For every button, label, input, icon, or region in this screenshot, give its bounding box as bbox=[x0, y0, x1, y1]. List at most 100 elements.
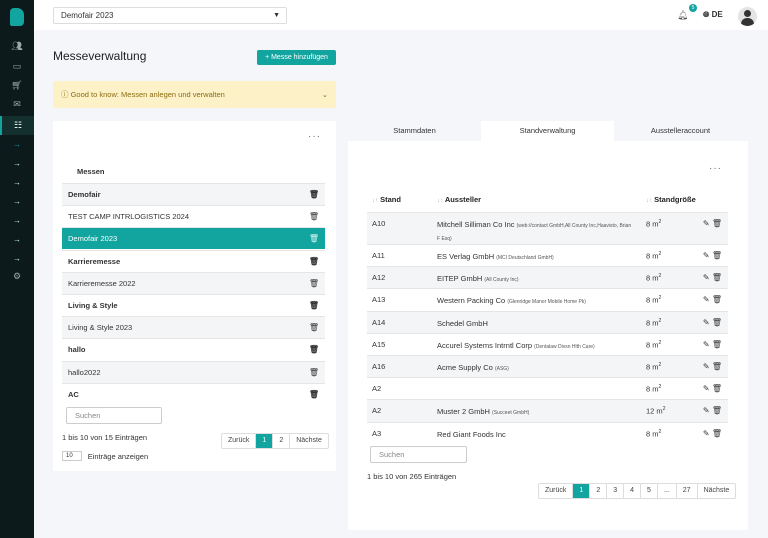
edit-icon[interactable]: ✎ bbox=[702, 339, 710, 349]
edit-icon[interactable]: ✎ bbox=[702, 428, 710, 438]
trash-icon[interactable]: 🗑︎ bbox=[711, 317, 722, 327]
page-button[interactable]: Nächste bbox=[703, 487, 730, 494]
trash-icon[interactable]: 🗑︎ bbox=[711, 362, 722, 371]
sub-arrow-icon[interactable]: → bbox=[13, 177, 21, 187]
trash-icon[interactable]: 🗑︎ bbox=[711, 406, 722, 416]
trash-icon[interactable]: 🗑︎ bbox=[711, 295, 722, 305]
sliders-icon[interactable]: ☷ bbox=[0, 116, 34, 135]
trash-icon[interactable]: 🗑︎ bbox=[711, 273, 722, 283]
column-header-stand[interactable]: ↓↑ Stand bbox=[372, 195, 401, 204]
edit-icon[interactable]: ✎ bbox=[702, 384, 710, 394]
page-button[interactable]: 1 bbox=[573, 484, 591, 498]
stand-row[interactable]: A11 ES Verlag GmbH (MCI Deutschland GmbH… bbox=[367, 244, 728, 266]
messen-search-input[interactable]: Suchen bbox=[66, 407, 162, 424]
trash-icon[interactable]: 🗑︎ bbox=[711, 428, 722, 438]
messe-row[interactable]: hallo2022 🗑︎ bbox=[62, 360, 325, 383]
stand-id: A3 bbox=[372, 428, 382, 438]
edit-icon[interactable]: ✎ bbox=[702, 362, 710, 371]
messe-row[interactable]: TEST CAMP INTRLOGISTICS 2024 🗑︎ bbox=[62, 205, 325, 227]
event-select[interactable]: Demofair 2023 ▼ bbox=[53, 7, 287, 24]
page-size-select[interactable]: 10 bbox=[62, 451, 82, 461]
inbox-icon[interactable]: ▭ bbox=[12, 60, 22, 71]
sub-arrow-icon[interactable]: → bbox=[13, 234, 21, 244]
messe-row[interactable]: Demofair 🗑︎ bbox=[62, 183, 325, 205]
tab-standverwaltung[interactable]: Standverwaltung bbox=[481, 121, 614, 141]
add-messe-button[interactable]: + Messe hinzufügen bbox=[257, 50, 336, 65]
page-button[interactable]: ... bbox=[658, 484, 677, 498]
trash-icon[interactable]: 🗑︎ bbox=[308, 278, 319, 288]
edit-icon[interactable]: ✎ bbox=[702, 219, 710, 228]
stand-row[interactable]: A2 8 m2 ✎ 🗑︎ bbox=[367, 377, 728, 399]
chevron-down-icon[interactable]: ⌄ bbox=[321, 90, 328, 99]
stand-row[interactable]: A13 Western Packing Co (Glenridge Manor … bbox=[367, 288, 728, 310]
sub-arrow-icon[interactable]: → bbox=[13, 139, 21, 149]
trash-icon[interactable]: 🗑︎ bbox=[308, 345, 319, 355]
size-value: 8 m bbox=[646, 318, 659, 328]
trash-icon[interactable]: 🗑︎ bbox=[308, 212, 319, 222]
page-button[interactable]: 3 bbox=[607, 484, 625, 498]
messe-row[interactable]: hallo 🗑︎ bbox=[62, 338, 325, 360]
messe-row[interactable]: AC 🗑︎ bbox=[62, 382, 325, 405]
page-button[interactable]: 2 bbox=[273, 434, 291, 448]
page-button[interactable]: 4 bbox=[624, 484, 642, 498]
page-button[interactable]: 2 bbox=[590, 484, 608, 498]
stand-row[interactable]: A15 Accurel Systems Intrntl Corp (Dental… bbox=[367, 332, 728, 355]
info-banner[interactable]: ⓘ Good to know: Messen anlegen und verwa… bbox=[53, 81, 336, 108]
sub-arrow-icon[interactable]: → bbox=[13, 158, 21, 168]
sub-arrow-icon[interactable]: → bbox=[13, 215, 21, 225]
language-switch[interactable]: 🌐︎ DE bbox=[703, 10, 723, 20]
trash-icon[interactable]: 🗑︎ bbox=[308, 323, 319, 333]
sub-arrow-icon[interactable]: → bbox=[13, 253, 21, 263]
trash-icon[interactable]: 🗑︎ bbox=[308, 256, 319, 266]
trash-icon[interactable]: 🗑︎ bbox=[711, 384, 722, 394]
more-options-icon[interactable]: ··· bbox=[709, 163, 722, 174]
bell-icon[interactable]: 🔔︎ bbox=[677, 10, 687, 20]
trash-icon[interactable]: 🗑︎ bbox=[711, 251, 722, 260]
messe-row[interactable]: Demofair 2023 🗑︎ bbox=[62, 227, 325, 250]
trash-icon[interactable]: 🗑︎ bbox=[308, 389, 319, 399]
tab-stammdaten[interactable]: Stammdaten bbox=[393, 126, 436, 135]
mail-icon[interactable]: ✉︎ bbox=[13, 98, 21, 109]
tab-ausstelleraccount[interactable]: Ausstelleraccount bbox=[650, 126, 711, 135]
trash-icon[interactable]: 🗑︎ bbox=[711, 219, 722, 228]
page-button[interactable]: Zurück bbox=[222, 434, 257, 448]
page-button[interactable]: Nächste bbox=[296, 437, 322, 444]
page-button[interactable]: 27 bbox=[677, 484, 698, 498]
edit-icon[interactable]: ✎ bbox=[702, 251, 710, 260]
stand-row[interactable]: A12 EITEP GmbH (All County Inc) 8 m2 ✎ 🗑… bbox=[367, 266, 728, 289]
trash-icon[interactable]: 🗑︎ bbox=[308, 367, 319, 377]
page-button[interactable]: Zurück bbox=[539, 484, 574, 498]
trash-icon[interactable]: 🗑︎ bbox=[308, 234, 319, 244]
stand-size: 8 m2 bbox=[646, 295, 661, 305]
column-header-standgroesse[interactable]: ↓↑ Standgröße bbox=[646, 195, 696, 204]
messe-row[interactable]: Karrieremesse 2022 🗑︎ bbox=[62, 271, 325, 294]
trash-icon[interactable]: 🗑︎ bbox=[308, 301, 319, 310]
stand-row[interactable]: A14 Schedel GmbH 8 m2 ✎ 🗑︎ bbox=[367, 310, 728, 333]
page-button[interactable]: 1 bbox=[256, 434, 274, 448]
header-label: Standgröße bbox=[654, 195, 696, 204]
stand-row[interactable]: A3 Red Giant Foods Inc 8 m2 ✎ 🗑︎ bbox=[367, 421, 728, 444]
stand-row[interactable]: A10 Mitchell Silliman Co Inc (web://cont… bbox=[367, 212, 728, 244]
stand-row[interactable]: A2 Muster 2 GmbH (Succeet GmbH) 12 m2 ✎ … bbox=[367, 399, 728, 422]
more-options-icon[interactable]: ··· bbox=[308, 131, 321, 142]
messe-row[interactable]: Karrieremesse 🗑︎ bbox=[62, 249, 325, 272]
edit-icon[interactable]: ✎ bbox=[702, 273, 710, 283]
page-button[interactable]: 5 bbox=[641, 484, 658, 498]
app-logo[interactable] bbox=[10, 8, 24, 26]
trash-icon[interactable]: 🗑︎ bbox=[308, 190, 319, 199]
edit-icon[interactable]: ✎ bbox=[702, 317, 710, 327]
sub-arrow-icon[interactable]: → bbox=[13, 196, 21, 206]
stand-size: 8 m2 bbox=[646, 384, 661, 394]
edit-icon[interactable]: ✎ bbox=[702, 406, 710, 416]
stands-search-input[interactable]: Suchen bbox=[370, 446, 467, 463]
column-header-aussteller[interactable]: ↓↑ Aussteller bbox=[437, 195, 481, 204]
messe-row[interactable]: Living & Style 🗑︎ bbox=[62, 294, 325, 316]
messe-row[interactable]: Living & Style 2023 🗑︎ bbox=[62, 316, 325, 339]
edit-icon[interactable]: ✎ bbox=[702, 295, 710, 305]
trash-icon[interactable]: 🗑︎ bbox=[711, 339, 722, 349]
users-icon[interactable]: 👥︎ bbox=[11, 40, 23, 51]
avatar[interactable] bbox=[738, 7, 757, 26]
stand-row[interactable]: A16 Acme Supply Co (ASG) 8 m2 ✎ 🗑︎ bbox=[367, 355, 728, 378]
gear-icon[interactable]: ⚙︎ bbox=[12, 270, 22, 281]
cart-icon[interactable]: 🛒︎ bbox=[11, 79, 23, 90]
